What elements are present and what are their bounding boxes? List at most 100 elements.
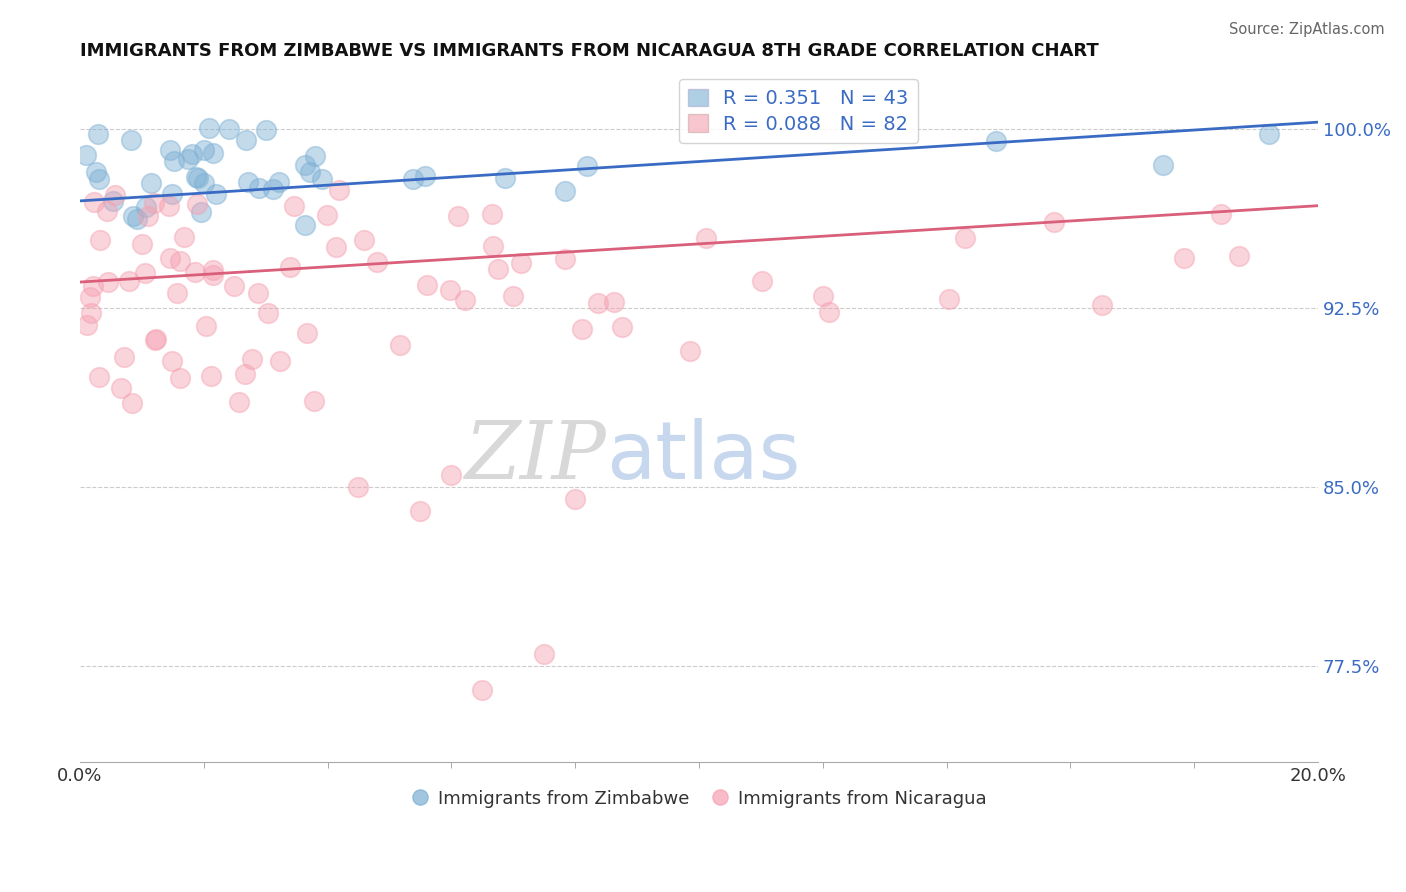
Point: [494, 170, 516, 185]
Point: [186, 196, 208, 211]
Point: [295, 326, 318, 340]
Point: [262, 182, 284, 196]
Point: [571, 322, 593, 336]
Point: [325, 239, 347, 253]
Point: [89, 233, 111, 247]
Point: [247, 180, 270, 194]
Point: [1173, 252, 1195, 266]
Point: [89, 370, 111, 384]
Point: [1091, 298, 1114, 312]
Point: [184, 170, 207, 185]
Text: Source: ZipAtlas.com: Source: ZipAtlas.com: [1229, 22, 1385, 37]
Point: [302, 393, 325, 408]
Point: [269, 353, 291, 368]
Point: [416, 277, 439, 292]
Point: [86, 127, 108, 141]
Point: [471, 683, 494, 698]
Point: [79, 290, 101, 304]
Point: [233, 367, 256, 381]
Point: [482, 238, 505, 252]
Point: [198, 121, 221, 136]
Point: [195, 318, 218, 333]
Point: [304, 149, 326, 163]
Point: [953, 230, 976, 244]
Point: [316, 208, 339, 222]
Point: [311, 171, 333, 186]
Point: [267, 175, 290, 189]
Point: [328, 183, 350, 197]
Point: [110, 381, 132, 395]
Point: [104, 188, 127, 202]
Point: [533, 648, 555, 662]
Point: [246, 285, 269, 300]
Point: [118, 274, 141, 288]
Point: [586, 295, 609, 310]
Point: [184, 264, 207, 278]
Point: [202, 263, 225, 277]
Point: [986, 134, 1008, 148]
Point: [811, 289, 834, 303]
Point: [240, 351, 263, 366]
Point: [440, 468, 463, 483]
Point: [481, 207, 503, 221]
Point: [142, 195, 165, 210]
Point: [193, 144, 215, 158]
Point: [159, 251, 181, 265]
Point: [204, 186, 226, 201]
Point: [347, 480, 370, 494]
Point: [96, 275, 118, 289]
Point: [83, 194, 105, 209]
Point: [163, 154, 186, 169]
Point: [236, 176, 259, 190]
Point: [101, 194, 124, 209]
Point: [235, 133, 257, 147]
Point: [177, 152, 200, 166]
Point: [678, 343, 700, 358]
Point: [409, 504, 432, 518]
Point: [159, 144, 181, 158]
Point: [145, 332, 167, 346]
Point: [193, 177, 215, 191]
Point: [157, 199, 180, 213]
Point: [134, 266, 156, 280]
Point: [135, 200, 157, 214]
Point: [278, 260, 301, 274]
Point: [366, 255, 388, 269]
Point: [160, 353, 183, 368]
Point: [84, 165, 107, 179]
Text: atlas: atlas: [606, 418, 800, 496]
Point: [173, 230, 195, 244]
Point: [76, 318, 98, 333]
Point: [190, 204, 212, 219]
Point: [136, 209, 159, 223]
Point: [554, 184, 576, 198]
Point: [353, 233, 375, 247]
Text: IMMIGRANTS FROM ZIMBABWE VS IMMIGRANTS FROM NICARAGUA 8TH GRADE CORRELATION CHAR: IMMIGRANTS FROM ZIMBABWE VS IMMIGRANTS F…: [80, 42, 1098, 60]
Point: [200, 369, 222, 384]
Point: [224, 279, 246, 293]
Point: [603, 294, 626, 309]
Point: [228, 394, 250, 409]
Point: [1211, 207, 1233, 221]
Point: [131, 237, 153, 252]
Point: [160, 186, 183, 201]
Point: [112, 350, 135, 364]
Point: [166, 285, 188, 300]
Point: [294, 158, 316, 172]
Point: [202, 268, 225, 282]
Point: [121, 396, 143, 410]
Point: [751, 274, 773, 288]
Point: [1152, 158, 1174, 172]
Point: [389, 338, 412, 352]
Point: [299, 165, 322, 179]
Point: [169, 370, 191, 384]
Point: [283, 199, 305, 213]
Point: [695, 231, 717, 245]
Point: [610, 320, 633, 334]
Point: [202, 145, 225, 160]
Point: [938, 293, 960, 307]
Point: [502, 289, 524, 303]
Point: [439, 283, 461, 297]
Point: [294, 218, 316, 232]
Point: [1257, 127, 1279, 141]
